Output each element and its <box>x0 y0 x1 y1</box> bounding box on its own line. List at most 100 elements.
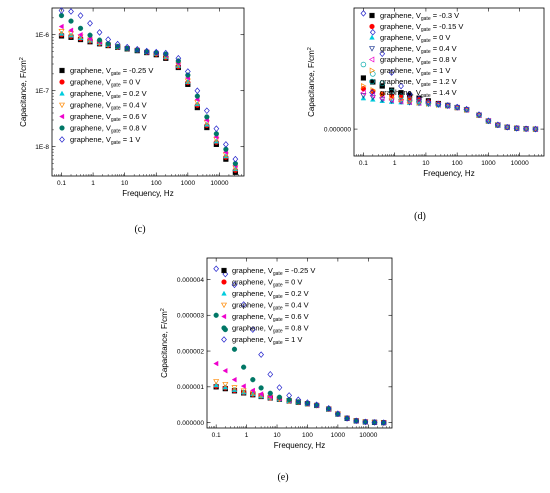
panel-caption: (e) <box>277 472 288 483</box>
y-tick-label: 0.000000 <box>324 126 351 133</box>
data-point <box>213 131 219 137</box>
data-point <box>175 54 182 62</box>
x-tick-label: 10 <box>121 180 129 187</box>
data-point <box>380 419 387 426</box>
data-point <box>398 82 404 90</box>
legend-name: graphene, V <box>232 312 273 321</box>
data-point <box>513 124 520 132</box>
x-axis-label: Frequency, Hz <box>423 169 474 178</box>
x-tick-label: 1 <box>245 432 249 439</box>
legend-entry: graphene, Vgate = 0.2 V <box>70 89 147 100</box>
data-point <box>379 80 385 87</box>
data-point <box>532 125 539 133</box>
data-point <box>353 418 359 424</box>
data-point <box>240 388 247 394</box>
legend-suffix: = -0.15 V <box>431 22 464 31</box>
panel-caption: (d) <box>414 211 426 222</box>
data-point <box>163 51 169 57</box>
legend-suffix: = -0.3 V <box>431 11 460 20</box>
legend-name: graphene, V <box>70 124 111 133</box>
data-point <box>258 391 264 397</box>
data-point <box>258 385 264 391</box>
data-point <box>232 160 238 167</box>
data-point <box>523 125 530 132</box>
data-point <box>398 96 405 103</box>
data-point <box>114 40 121 48</box>
data-point <box>249 326 256 333</box>
legend-suffix: = 0 V <box>431 33 451 42</box>
data-point <box>223 141 229 148</box>
data-point <box>232 155 239 163</box>
legend-suffix: = 0 V <box>121 78 141 87</box>
legend-sub: gate <box>421 82 431 88</box>
data-point <box>425 100 432 107</box>
legend-entry: graphene, Vgate = 0.8 V <box>232 324 309 335</box>
y-axis-label: Capacitance, F/cm2 <box>19 57 28 127</box>
chart-panel-c: 0.1 1 10 100 1000 10000 1E-8 1E-7 1E-6 Frequency,… <box>19 7 245 235</box>
legend-suffix: = 0.4 V <box>283 301 309 310</box>
data-point <box>134 45 141 53</box>
legend-sub: gate <box>421 60 431 66</box>
legend-name: graphene, V <box>70 66 111 75</box>
series-6 <box>213 265 387 426</box>
data-point <box>494 122 501 129</box>
legend-entry: graphene, Vgate = 0.8 V <box>380 55 457 66</box>
data-point <box>213 312 219 318</box>
legend-entry: graphene, Vgate = 0.4 V <box>380 44 457 55</box>
legend-suffix: = 0 V <box>283 278 303 287</box>
legend-entry: graphene, Vgate = -0.3 V <box>380 11 459 22</box>
y-tick-label: 0.000002 <box>177 348 204 355</box>
legend-marker <box>59 136 65 143</box>
legend-marker <box>59 90 65 96</box>
legend-entry: graphene, Vgate = -0.25 V <box>232 266 315 277</box>
legend-marker <box>59 67 65 74</box>
data-point <box>406 99 412 106</box>
legend-name: graphene, V <box>70 112 111 121</box>
data-point <box>344 415 350 421</box>
data-point <box>454 105 461 111</box>
x-tick-label: 1 <box>393 160 397 167</box>
legend-sub: gate <box>273 271 283 277</box>
data-point <box>68 27 74 34</box>
data-point <box>87 32 93 38</box>
legend-entry: graphene, Vgate = -0.15 V <box>380 22 463 33</box>
data-point <box>388 69 395 76</box>
data-point <box>379 95 385 102</box>
legend-entry: graphene, Vgate = 1.4 V <box>380 88 457 99</box>
data-point <box>250 377 256 383</box>
data-point <box>514 125 520 132</box>
legend-entry: graphene, Vgate = 0.8 V <box>70 124 147 135</box>
legend-marker <box>369 89 375 96</box>
data-point <box>335 410 341 417</box>
data-point <box>389 87 395 93</box>
plot-frame <box>353 7 545 157</box>
legend-sub: gate <box>273 294 283 300</box>
data-point <box>185 72 191 78</box>
legend-marker <box>59 113 65 120</box>
x-tick-label: 1000 <box>181 180 196 187</box>
data-point <box>240 389 247 395</box>
x-tick-label: 1 <box>91 180 95 187</box>
y-axis-label-sup: 2 <box>307 47 313 50</box>
legend-suffix: = -0.25 V <box>283 266 316 275</box>
x-tick-label: 10 <box>422 160 430 167</box>
data-point <box>231 376 237 383</box>
data-point <box>344 415 350 422</box>
legend-suffix: = 0.2 V <box>121 89 147 98</box>
x-tick-label: 10 <box>273 432 281 439</box>
data-point <box>388 88 395 95</box>
data-point <box>222 367 228 374</box>
legend-suffix: = 1 V <box>121 135 141 144</box>
data-point <box>286 392 292 399</box>
data-point <box>533 126 539 133</box>
data-point <box>370 79 376 85</box>
data-point <box>68 32 74 38</box>
data-point <box>276 384 283 391</box>
x-tick-label: 1000 <box>331 432 346 439</box>
data-point <box>222 382 229 388</box>
legend-marker <box>369 78 375 85</box>
y-tick-label: 0.000003 <box>177 313 204 320</box>
data-point <box>286 397 292 403</box>
series-6 <box>58 7 239 163</box>
